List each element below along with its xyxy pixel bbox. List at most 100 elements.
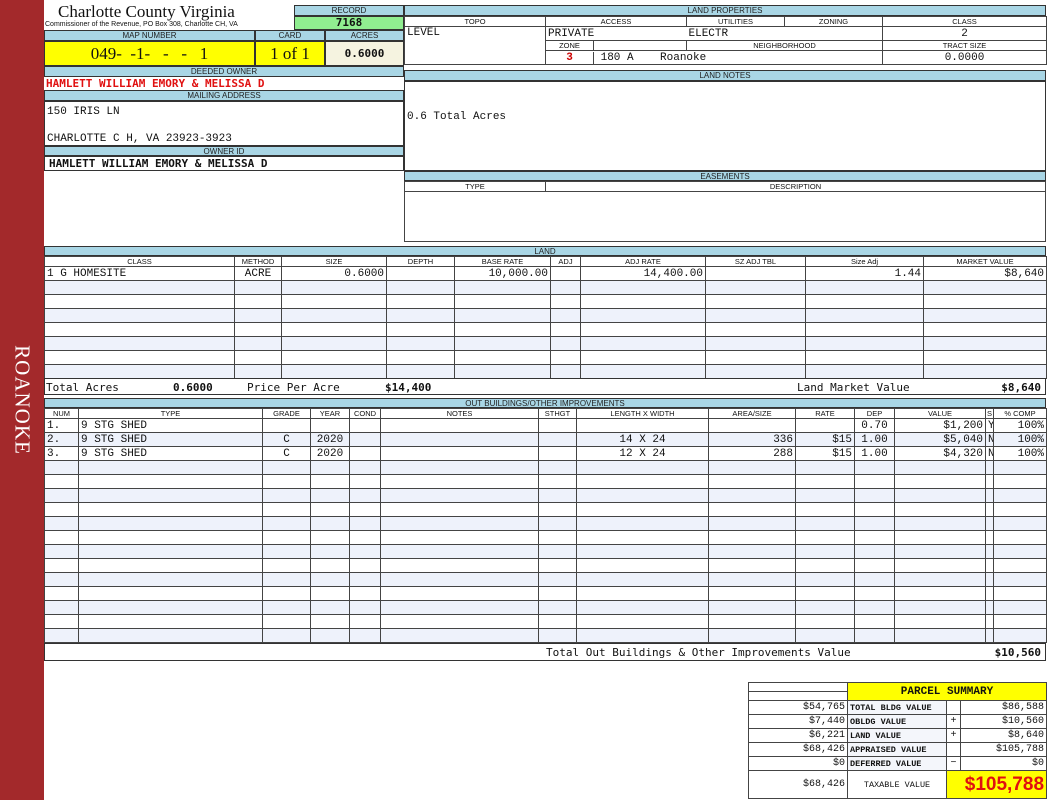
table-cell [708, 572, 796, 587]
table-row: 1 G HOMESITE ACRE 0.6000 10,000.00 14,400.00… [44, 266, 1047, 281]
table-cell [894, 502, 986, 517]
table-cell [78, 544, 263, 559]
summary-value: $10,560 [959, 714, 1048, 729]
table-cell [993, 544, 1047, 559]
table-cell [386, 266, 455, 281]
table-cell [44, 502, 79, 517]
summary-prior-value: $54,765 [748, 700, 848, 715]
table-cell [550, 280, 581, 295]
table-cell [349, 614, 381, 629]
zone-label: ZONE [546, 41, 594, 50]
table-cell [576, 460, 709, 475]
acres-value: 0.6000 [325, 41, 404, 66]
table-cell [576, 418, 709, 433]
table-cell [923, 308, 1047, 323]
table-cell [380, 558, 539, 573]
owner-id-label: OWNER ID [44, 146, 404, 156]
table-cell [993, 488, 1047, 503]
class-value: 2 [882, 26, 1047, 41]
table-cell [538, 572, 577, 587]
tract-size-value: 0.0000 [882, 50, 1047, 65]
table-cell [795, 614, 855, 629]
table-cell: $15 [795, 432, 855, 447]
table-cell [795, 418, 855, 433]
table-cell [44, 280, 235, 295]
table-cell [894, 530, 986, 545]
table-cell [349, 516, 381, 531]
column-header: MARKET VALUE [923, 256, 1047, 267]
table-cell [576, 558, 709, 573]
neighborhood-label: NEIGHBORHOOD [686, 40, 883, 51]
table-cell [310, 600, 350, 615]
table-cell [78, 502, 263, 517]
easements-label: EASEMENTS [404, 171, 1046, 181]
land-totals: Total Acres 0.6000 Price Per Acre $14,40… [44, 378, 1046, 395]
table-cell [795, 530, 855, 545]
access-label: ACCESS [545, 16, 687, 27]
summary-value: $8,640 [959, 728, 1048, 743]
table-row [44, 628, 1047, 643]
table-cell [708, 474, 796, 489]
access-value: PRIVATE [545, 26, 687, 41]
land-notes-text: 0.6 Total Acres [407, 111, 507, 123]
owner-id: HAMLETT WILLIAM EMORY & MELISSA D [44, 156, 404, 171]
table-cell [985, 614, 994, 629]
table-cell [380, 432, 539, 447]
column-header: NOTES [380, 408, 539, 419]
outbuildings-table: NUM TYPE GRADE YEAR COND NOTES STHGT LENGTH X W… [44, 408, 1047, 643]
deeded-owner-label: DEEDED OWNER [44, 66, 404, 77]
table-cell [708, 558, 796, 573]
table-cell: 2020 [310, 446, 350, 461]
easements-table: TYPE DESCRIPTION [404, 181, 1046, 242]
summary-label: DEFERRED VALUE [847, 756, 947, 771]
table-row [44, 364, 1047, 379]
summary-prior-value: $0 [748, 756, 848, 771]
table-cell [708, 530, 796, 545]
table-cell: $15 [795, 446, 855, 461]
column-header: TYPE [78, 408, 263, 419]
table-cell [349, 502, 381, 517]
table-cell [708, 488, 796, 503]
table-cell [78, 558, 263, 573]
table-cell [234, 364, 282, 379]
table-cell [708, 586, 796, 601]
table-cell [44, 558, 79, 573]
column-header: S [985, 408, 994, 419]
table-cell [993, 614, 1047, 629]
table-cell: C [262, 446, 311, 461]
table-cell: 12 X 24 [576, 446, 709, 461]
table-cell [454, 336, 551, 351]
land-table: CLASS METHOD SIZE DEPTH BASE RATE ADJ ADJ RATE… [44, 256, 1047, 379]
price-per-acre: $14,400 [385, 381, 432, 394]
utilities-label: UTILITIES [686, 16, 785, 27]
land-market-label: Land Market Value [797, 381, 910, 394]
taxable-label: TAXABLE VALUE [847, 770, 947, 799]
table-cell [550, 364, 581, 379]
table-cell [78, 628, 263, 643]
column-header: ADJ RATE [580, 256, 706, 267]
table-cell [805, 308, 924, 323]
table-cell [805, 322, 924, 337]
table-cell [985, 600, 994, 615]
table-cell [993, 530, 1047, 545]
table-row [44, 572, 1047, 587]
address-line-2: CHARLOTTE C H, VA 23923-3923 [47, 133, 232, 145]
table-cell [854, 544, 895, 559]
table-cell [349, 572, 381, 587]
table-cell [854, 474, 895, 489]
table-cell [78, 614, 263, 629]
column-header: DEP [854, 408, 895, 419]
table-cell [262, 502, 311, 517]
table-cell: 100% [993, 446, 1047, 461]
table-cell [550, 266, 581, 281]
table-cell: 288 [708, 446, 796, 461]
table-cell: $8,640 [923, 266, 1047, 281]
table-row [44, 336, 1047, 351]
table-cell [44, 350, 235, 365]
table-cell [386, 280, 455, 295]
table-cell [281, 364, 387, 379]
table-cell [386, 336, 455, 351]
table-cell: C [262, 432, 311, 447]
table-cell [795, 488, 855, 503]
table-row: 1.9 STG SHED 0.70$1,200Y100% [44, 418, 1047, 433]
